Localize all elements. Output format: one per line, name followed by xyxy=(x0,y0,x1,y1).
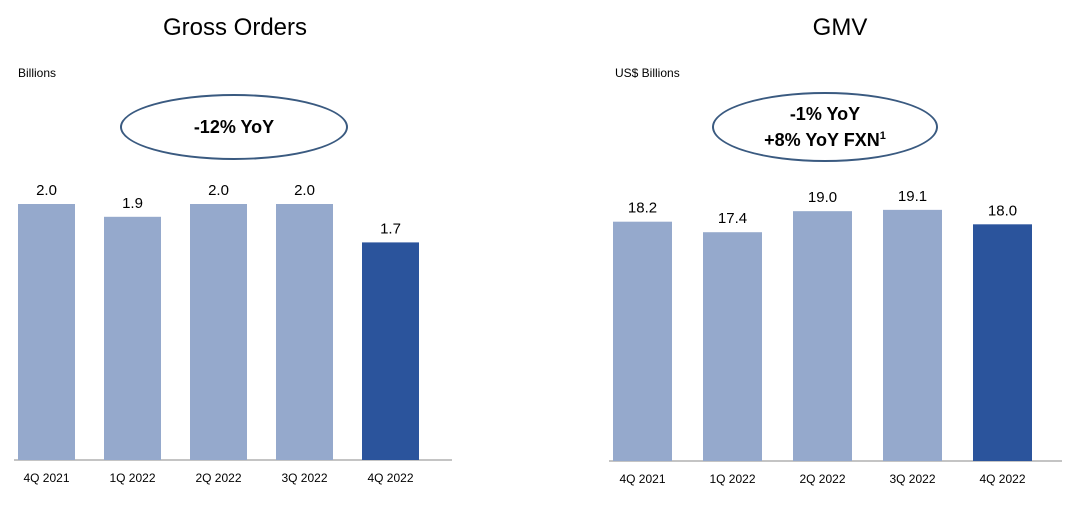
gross-orders-bars: 2.0 4Q 2021 1.9 1Q 2022 2.0 2Q 2022 2.0 3Q 2022… xyxy=(14,182,452,485)
bar-2 xyxy=(793,211,852,461)
gmv-bars: 18.2 4Q 2021 17.4 1Q 2022 19.0 2Q 2022 19.1 3Q … xyxy=(609,188,1062,486)
x-tick-label: 1Q 2022 xyxy=(109,471,155,485)
bar-value-label: 2.0 xyxy=(36,182,57,199)
bar-value-label: 1.7 xyxy=(380,220,401,237)
bar-value-label: 17.4 xyxy=(718,210,747,227)
bar-2 xyxy=(190,204,247,460)
yoy-callout: -1% YoY +8% YoY FXN1 xyxy=(712,92,938,162)
bar-value-label: 1.9 xyxy=(122,195,143,212)
callout-line: -12% YoY xyxy=(193,117,275,137)
callout-line: +8% YoY FXN xyxy=(764,130,880,150)
bar-0 xyxy=(18,204,75,460)
x-tick-label: 2Q 2022 xyxy=(799,472,845,486)
bar-1 xyxy=(104,216,161,460)
chart-title: Gross Orders xyxy=(162,14,308,41)
x-tick-label: 4Q 2021 xyxy=(23,471,69,485)
gmv-chart: GMV US$ Billions -1% YoY +8% YoY FXN1 18… xyxy=(600,0,1080,506)
y-axis-unit-label: Billions xyxy=(18,66,57,80)
x-tick-label: 2Q 2022 xyxy=(195,471,241,485)
bar-value-label: 2.0 xyxy=(294,182,315,199)
bar-3 xyxy=(276,204,333,460)
gross-orders-chart: Gross Orders Billions -12% YoY 2.0 4Q 202… xyxy=(0,0,470,506)
x-tick-label: 1Q 2022 xyxy=(709,472,755,486)
bar-value-label: 18.0 xyxy=(988,202,1017,219)
bar-4 xyxy=(973,224,1032,461)
x-tick-label: 4Q 2022 xyxy=(979,472,1025,486)
bar-1 xyxy=(703,232,762,461)
bar-value-label: 18.2 xyxy=(628,200,657,217)
x-tick-label: 4Q 2021 xyxy=(619,472,665,486)
chart-title: GMV xyxy=(812,14,868,41)
bar-value-label: 2.0 xyxy=(208,182,229,199)
bar-0 xyxy=(613,221,672,461)
x-tick-label: 4Q 2022 xyxy=(367,471,413,485)
callout-line-fxn: +8% YoY FXN1 xyxy=(764,125,886,151)
footnote-marker: 1 xyxy=(879,130,886,142)
bar-3 xyxy=(883,209,942,461)
y-axis-unit-label: US$ Billions xyxy=(615,66,680,80)
yoy-callout: -12% YoY xyxy=(120,94,348,160)
bar-value-label: 19.1 xyxy=(898,188,927,205)
x-tick-label: 3Q 2022 xyxy=(889,472,935,486)
bar-value-label: 19.0 xyxy=(808,189,837,206)
x-tick-label: 3Q 2022 xyxy=(281,471,327,485)
bar-4 xyxy=(362,242,419,460)
callout-line: -1% YoY xyxy=(789,104,861,124)
